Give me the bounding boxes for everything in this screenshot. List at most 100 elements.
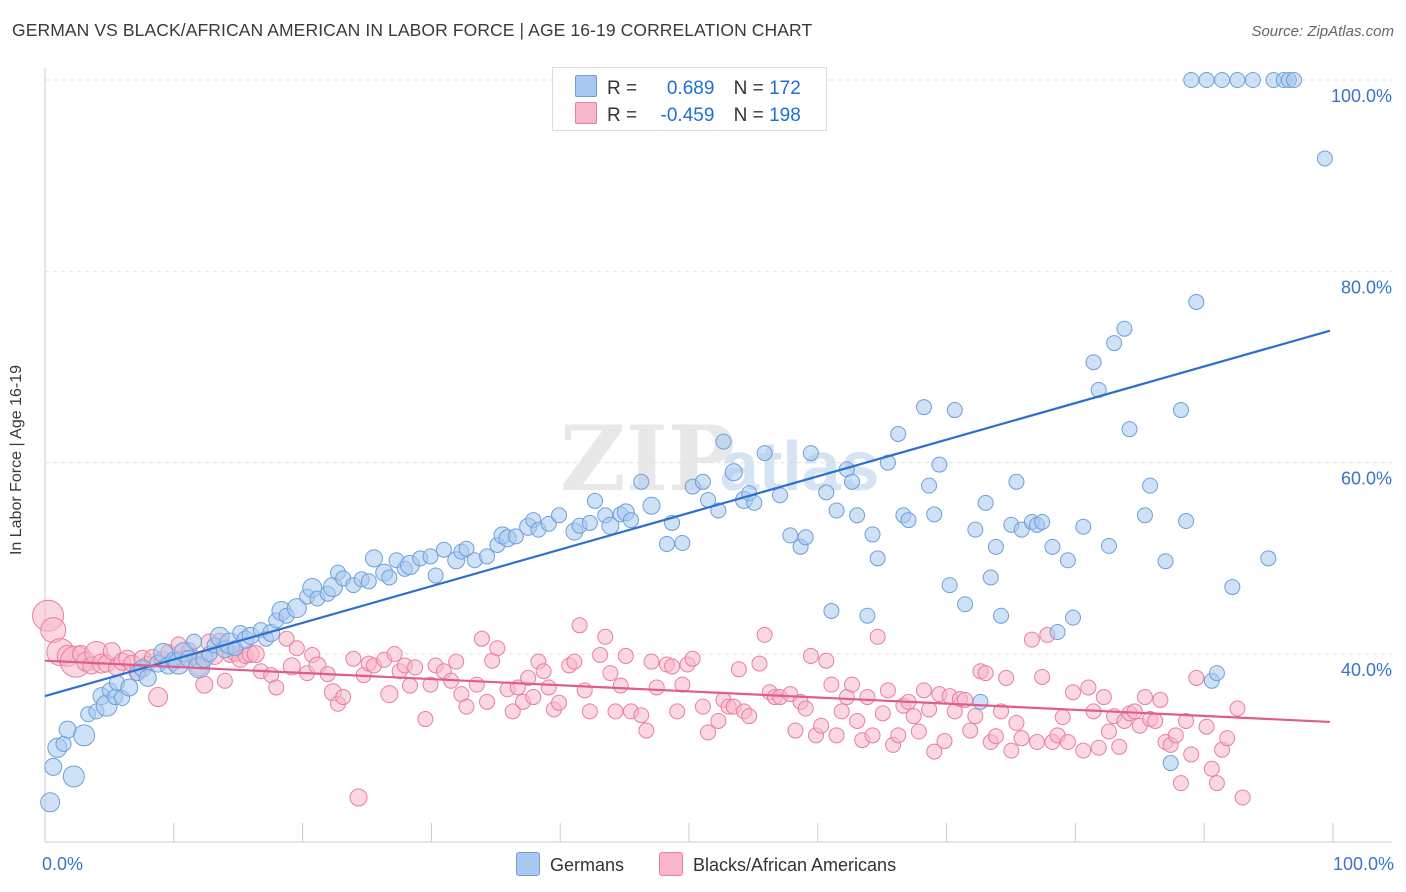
black-point bbox=[1095, 689, 1112, 706]
black-point bbox=[638, 722, 655, 739]
black-point bbox=[710, 712, 727, 729]
german-point bbox=[1316, 150, 1333, 167]
black-point bbox=[879, 682, 896, 699]
blacks-swatch bbox=[575, 102, 597, 124]
black-point bbox=[597, 628, 614, 645]
black-point bbox=[468, 676, 485, 693]
black-point bbox=[633, 707, 650, 724]
black-point bbox=[962, 722, 979, 739]
german-point bbox=[62, 765, 85, 788]
german-point bbox=[864, 526, 881, 543]
black-point bbox=[571, 617, 588, 634]
german-point bbox=[724, 463, 743, 482]
black-point bbox=[1152, 691, 1169, 708]
black-point bbox=[684, 650, 701, 667]
black-point bbox=[864, 727, 881, 744]
german-point bbox=[120, 678, 139, 697]
german-point bbox=[890, 425, 907, 442]
black-point bbox=[407, 659, 424, 676]
german-point bbox=[1106, 335, 1123, 352]
black-point bbox=[1188, 669, 1205, 686]
german-point bbox=[931, 456, 948, 473]
german-point bbox=[364, 549, 383, 568]
black-point bbox=[349, 788, 368, 807]
germans-swatch bbox=[575, 75, 597, 97]
german-point bbox=[551, 507, 567, 524]
black-point bbox=[1183, 746, 1200, 763]
german-point bbox=[926, 506, 943, 523]
german-point bbox=[1188, 293, 1205, 310]
german-point bbox=[1260, 550, 1277, 567]
germans-legend-swatch bbox=[516, 852, 540, 876]
german-point bbox=[1034, 513, 1051, 530]
german-point bbox=[73, 724, 96, 747]
german-point bbox=[55, 735, 72, 752]
black-point bbox=[520, 669, 537, 686]
german-point bbox=[1229, 72, 1246, 88]
r-value: -0.459 bbox=[660, 105, 715, 126]
german-point bbox=[44, 757, 63, 776]
german-point bbox=[507, 528, 524, 545]
black-point bbox=[1136, 689, 1153, 706]
y-tick-label: 80.0% bbox=[1341, 277, 1392, 297]
german-point bbox=[915, 399, 932, 416]
n-value: 172 bbox=[769, 78, 801, 99]
black-point bbox=[648, 679, 665, 696]
black-point bbox=[278, 630, 295, 647]
german-point bbox=[360, 573, 377, 590]
legend-row-blacks: R = -0.459 N = 198 bbox=[575, 102, 801, 126]
german-point bbox=[422, 548, 439, 565]
german-point bbox=[1214, 72, 1231, 88]
german-point bbox=[40, 792, 61, 813]
german-point bbox=[967, 521, 984, 538]
n-label: N = bbox=[733, 105, 764, 126]
german-point bbox=[479, 548, 496, 565]
black-point bbox=[1075, 742, 1092, 759]
german-point bbox=[581, 514, 598, 531]
black-point bbox=[268, 679, 285, 696]
german-point bbox=[1224, 579, 1241, 596]
german-point bbox=[633, 473, 650, 490]
black-point bbox=[1172, 775, 1189, 792]
legend-label-germans: Germans bbox=[550, 855, 625, 875]
german-point bbox=[1172, 402, 1189, 419]
german-point bbox=[1183, 72, 1200, 88]
blacks-trend-line bbox=[44, 659, 1331, 724]
black-point bbox=[1208, 775, 1225, 792]
german-point bbox=[435, 541, 452, 558]
german-point bbox=[1208, 665, 1225, 682]
black-point bbox=[998, 669, 1015, 686]
black-point bbox=[1029, 734, 1046, 751]
black-point bbox=[1198, 718, 1215, 735]
r-label: R = bbox=[607, 105, 638, 126]
black-point bbox=[874, 705, 891, 722]
black-point bbox=[489, 640, 506, 657]
german-point bbox=[1178, 513, 1195, 530]
black-point bbox=[859, 689, 876, 706]
black-point bbox=[869, 628, 886, 645]
black-point bbox=[730, 661, 747, 678]
black-point bbox=[828, 727, 845, 744]
german-point bbox=[1044, 538, 1061, 555]
german-point bbox=[540, 515, 557, 532]
black-point bbox=[987, 728, 1004, 745]
german-point bbox=[756, 445, 773, 462]
black-point bbox=[1023, 631, 1040, 648]
black-point bbox=[417, 711, 434, 728]
black-point bbox=[617, 647, 634, 664]
black-point bbox=[823, 676, 840, 693]
german-point bbox=[1059, 552, 1076, 569]
german-point bbox=[772, 487, 789, 504]
black-point bbox=[612, 677, 629, 694]
german-point bbox=[849, 507, 866, 524]
black-point bbox=[216, 672, 233, 689]
blacks-legend-swatch bbox=[659, 852, 683, 876]
black-point bbox=[473, 630, 490, 647]
black-point bbox=[664, 658, 681, 675]
german-point bbox=[828, 502, 845, 519]
german-point bbox=[622, 512, 639, 529]
german-point bbox=[1075, 518, 1092, 535]
black-point bbox=[540, 679, 557, 696]
german-point bbox=[879, 454, 896, 471]
german-point bbox=[1198, 72, 1215, 88]
